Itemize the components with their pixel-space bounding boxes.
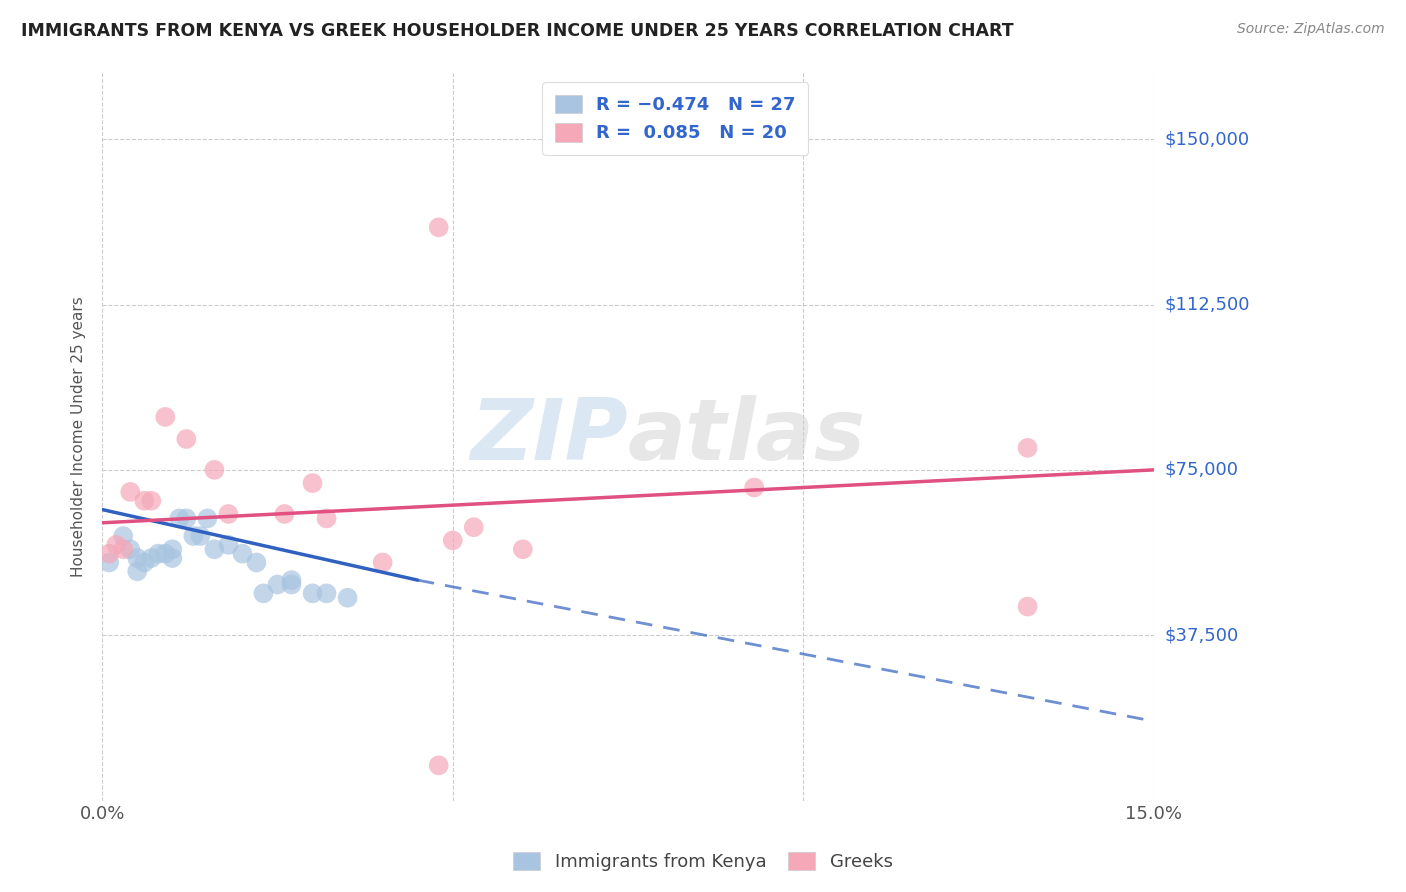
Point bbox=[463, 520, 485, 534]
Point bbox=[273, 507, 295, 521]
Point bbox=[512, 542, 534, 557]
Point bbox=[112, 542, 135, 557]
Point bbox=[742, 481, 765, 495]
Text: $37,500: $37,500 bbox=[1166, 626, 1239, 644]
Point bbox=[162, 542, 184, 557]
Point bbox=[127, 564, 149, 578]
Point bbox=[195, 511, 218, 525]
Point bbox=[217, 507, 239, 521]
Y-axis label: Householder Income Under 25 years: Householder Income Under 25 years bbox=[72, 296, 86, 577]
Point bbox=[105, 538, 128, 552]
Point bbox=[301, 476, 323, 491]
Point bbox=[141, 493, 163, 508]
Point bbox=[315, 511, 337, 525]
Text: ZIP: ZIP bbox=[471, 395, 628, 478]
Point bbox=[120, 542, 142, 557]
Point bbox=[155, 409, 177, 424]
Point bbox=[280, 577, 302, 591]
Legend: R = −0.474   N = 27, R =  0.085   N = 20: R = −0.474 N = 27, R = 0.085 N = 20 bbox=[541, 82, 808, 155]
Point bbox=[190, 529, 212, 543]
Point bbox=[134, 493, 156, 508]
Point bbox=[371, 556, 394, 570]
Point bbox=[169, 511, 191, 525]
Text: atlas: atlas bbox=[628, 395, 866, 478]
Point bbox=[98, 556, 121, 570]
Point bbox=[176, 511, 198, 525]
Point bbox=[183, 529, 205, 543]
Point bbox=[112, 529, 135, 543]
Text: $150,000: $150,000 bbox=[1166, 130, 1250, 148]
Point bbox=[427, 758, 450, 772]
Text: $75,000: $75,000 bbox=[1166, 461, 1239, 479]
Point bbox=[231, 547, 253, 561]
Point bbox=[217, 538, 239, 552]
Point bbox=[441, 533, 464, 548]
Point bbox=[301, 586, 323, 600]
Point bbox=[280, 573, 302, 587]
Point bbox=[202, 463, 225, 477]
Point bbox=[202, 542, 225, 557]
Point bbox=[141, 551, 163, 566]
Point bbox=[252, 586, 274, 600]
Point bbox=[134, 556, 156, 570]
Text: $112,500: $112,500 bbox=[1166, 295, 1250, 313]
Text: IMMIGRANTS FROM KENYA VS GREEK HOUSEHOLDER INCOME UNDER 25 YEARS CORRELATION CHA: IMMIGRANTS FROM KENYA VS GREEK HOUSEHOLD… bbox=[21, 22, 1014, 40]
Point bbox=[427, 220, 450, 235]
Point bbox=[162, 551, 184, 566]
Point bbox=[1017, 441, 1039, 455]
Point bbox=[245, 556, 267, 570]
Point bbox=[127, 551, 149, 566]
Point bbox=[148, 547, 170, 561]
Point bbox=[98, 547, 121, 561]
Point bbox=[176, 432, 198, 446]
Point bbox=[266, 577, 288, 591]
Point bbox=[120, 484, 142, 499]
Point bbox=[1017, 599, 1039, 614]
Legend: Immigrants from Kenya, Greeks: Immigrants from Kenya, Greeks bbox=[506, 845, 900, 879]
Point bbox=[155, 547, 177, 561]
Text: Source: ZipAtlas.com: Source: ZipAtlas.com bbox=[1237, 22, 1385, 37]
Point bbox=[315, 586, 337, 600]
Point bbox=[336, 591, 359, 605]
